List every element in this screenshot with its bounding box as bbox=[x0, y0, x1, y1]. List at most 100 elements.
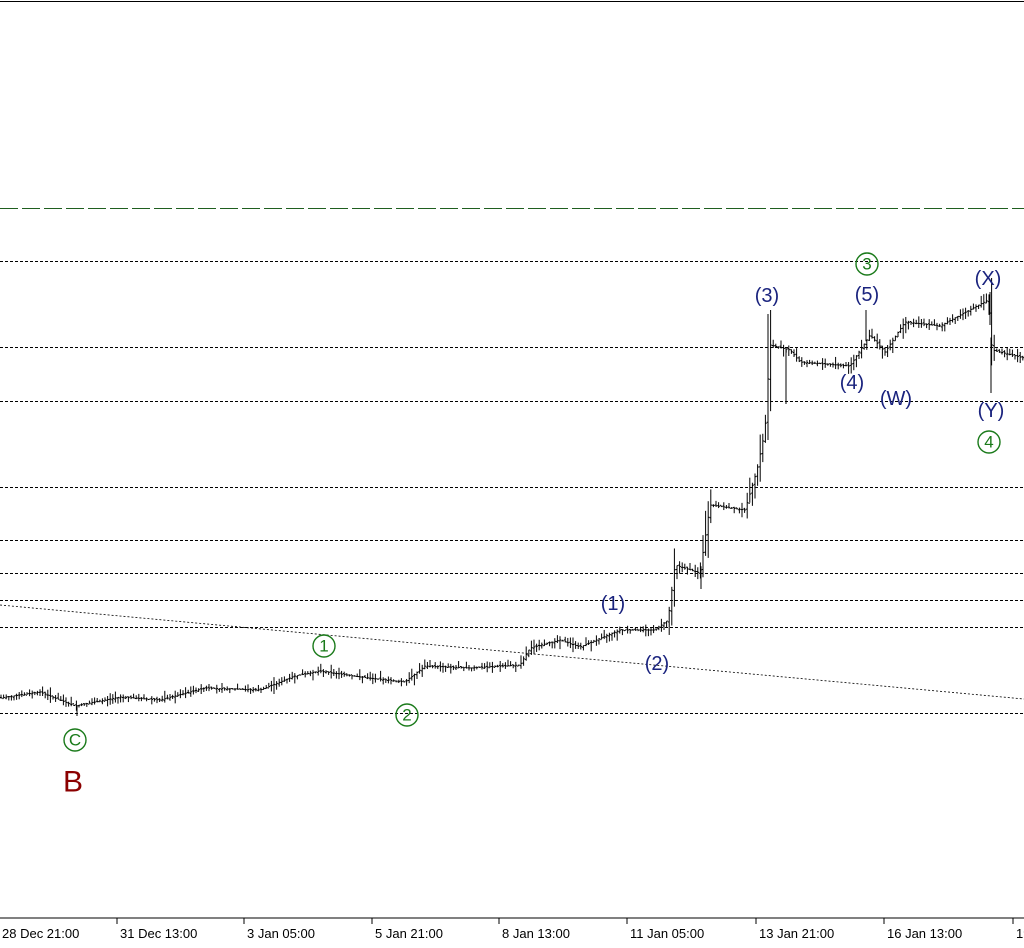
ohlc-bar bbox=[322, 669, 325, 677]
ohlc-bar bbox=[17, 692, 21, 700]
ohlc-bar bbox=[389, 677, 393, 685]
ohlc-bar bbox=[618, 626, 622, 634]
ohlc-bar bbox=[792, 349, 796, 357]
ohlc-bar bbox=[831, 362, 835, 368]
ohlc-bar bbox=[888, 339, 892, 351]
ohlc-bar bbox=[777, 346, 780, 349]
ohlc-bar bbox=[345, 673, 349, 677]
ohlc-bar bbox=[797, 356, 801, 363]
ohlc-bar bbox=[649, 627, 653, 636]
ohlc-bar bbox=[956, 315, 960, 321]
ohlc-bar bbox=[327, 671, 330, 675]
ohlc-bar bbox=[933, 319, 936, 326]
ohlc-bar bbox=[420, 664, 424, 677]
ohlc-bar bbox=[238, 688, 242, 690]
ohlc-bar bbox=[215, 684, 219, 694]
ohlc-bar bbox=[605, 633, 609, 643]
ohlc-bar bbox=[199, 684, 203, 695]
ohlc-bar bbox=[275, 681, 278, 690]
wave-label-text: (1) bbox=[601, 593, 625, 615]
ohlc-bar bbox=[106, 695, 109, 707]
ohlc-bar bbox=[1011, 349, 1014, 357]
ohlc-bar bbox=[407, 672, 411, 684]
ohlc-bar bbox=[480, 662, 484, 670]
ohlc-bar bbox=[210, 686, 213, 690]
ohlc-bar bbox=[249, 688, 252, 694]
ohlc-bar bbox=[324, 670, 328, 674]
x-tick-label: 11 Jan 05:00 bbox=[630, 926, 704, 941]
ohlc-bar bbox=[171, 694, 174, 700]
ohlc-bars bbox=[0, 277, 1024, 716]
ohlc-bar bbox=[808, 359, 811, 365]
ohlc-bar bbox=[701, 535, 705, 578]
ohlc-bar bbox=[826, 363, 830, 366]
ohlc-bar bbox=[927, 319, 931, 330]
ohlc-bar bbox=[459, 666, 463, 669]
ohlc-bar bbox=[979, 295, 983, 308]
wave-label: 2 bbox=[395, 703, 419, 727]
x-tick-label: 16 Jan 13:00 bbox=[887, 926, 962, 941]
ohlc-bar bbox=[124, 695, 128, 700]
ohlc-bar bbox=[800, 357, 804, 367]
ohlc-bar bbox=[839, 363, 843, 368]
ohlc-bar bbox=[176, 692, 180, 697]
wave-label-text: 2 bbox=[402, 706, 411, 725]
ohlc-bar bbox=[62, 694, 65, 706]
ohlc-bar bbox=[251, 686, 255, 693]
ohlc-bar bbox=[288, 673, 291, 682]
wave-label-text: B bbox=[63, 766, 83, 799]
ohlc-bar bbox=[849, 357, 853, 374]
wave-label-circle bbox=[855, 252, 879, 276]
ohlc-bar bbox=[449, 663, 453, 674]
ohlc-bar bbox=[561, 639, 564, 642]
ohlc-bar bbox=[730, 507, 733, 509]
ohlc-bar bbox=[231, 688, 234, 690]
ohlc-bar bbox=[732, 506, 736, 514]
ohlc-bar bbox=[371, 673, 375, 685]
ohlc-bar bbox=[350, 674, 354, 680]
ohlc-bar bbox=[537, 639, 541, 651]
ohlc-bar bbox=[961, 308, 965, 321]
ohlc-bar bbox=[108, 693, 112, 705]
ohlc-bar bbox=[530, 640, 533, 655]
ohlc-bar bbox=[753, 473, 757, 499]
ohlc-bar bbox=[355, 673, 359, 678]
ohlc-bar bbox=[223, 687, 226, 691]
ohlc-bar bbox=[267, 682, 271, 689]
ohlc-bar bbox=[790, 349, 793, 354]
ohlc-bar bbox=[587, 640, 590, 646]
ohlc-bar bbox=[909, 321, 913, 325]
ohlc-bar bbox=[644, 624, 648, 637]
ohlc-bar bbox=[142, 694, 146, 700]
ohlc-bar bbox=[361, 676, 364, 684]
ohlc-bar bbox=[621, 629, 624, 636]
ohlc-bar bbox=[41, 686, 44, 696]
ohlc-bar bbox=[803, 361, 806, 365]
ohlc-bar bbox=[335, 671, 338, 679]
ohlc-bar bbox=[693, 564, 697, 578]
ohlc-bar bbox=[813, 361, 817, 364]
ohlc-bar bbox=[805, 360, 809, 368]
ohlc-bar bbox=[717, 502, 720, 509]
wave-label: (X) bbox=[975, 268, 1002, 290]
ohlc-bar bbox=[246, 684, 250, 693]
ohlc-bar bbox=[943, 322, 947, 332]
ohlc-bar bbox=[101, 698, 104, 705]
ohlc-bar bbox=[51, 695, 55, 700]
wave-label-circle bbox=[63, 728, 87, 752]
ohlc-bar bbox=[452, 665, 455, 671]
ohlc-bar bbox=[444, 665, 447, 672]
ohlc-bar bbox=[665, 620, 668, 628]
ohlc-bar bbox=[426, 661, 429, 669]
ohlc-bar bbox=[186, 689, 190, 694]
ohlc-bar bbox=[686, 566, 689, 575]
ohlc-bar bbox=[179, 689, 182, 699]
ohlc-bar bbox=[870, 328, 874, 339]
ohlc-bar bbox=[667, 606, 671, 635]
ohlc-bar bbox=[158, 698, 161, 703]
ohlc-bar bbox=[779, 340, 783, 349]
ohlc-bar bbox=[184, 687, 187, 699]
ohlc-bar bbox=[519, 655, 523, 669]
ohlc-bar bbox=[595, 635, 598, 646]
ohlc-bar bbox=[441, 662, 445, 673]
